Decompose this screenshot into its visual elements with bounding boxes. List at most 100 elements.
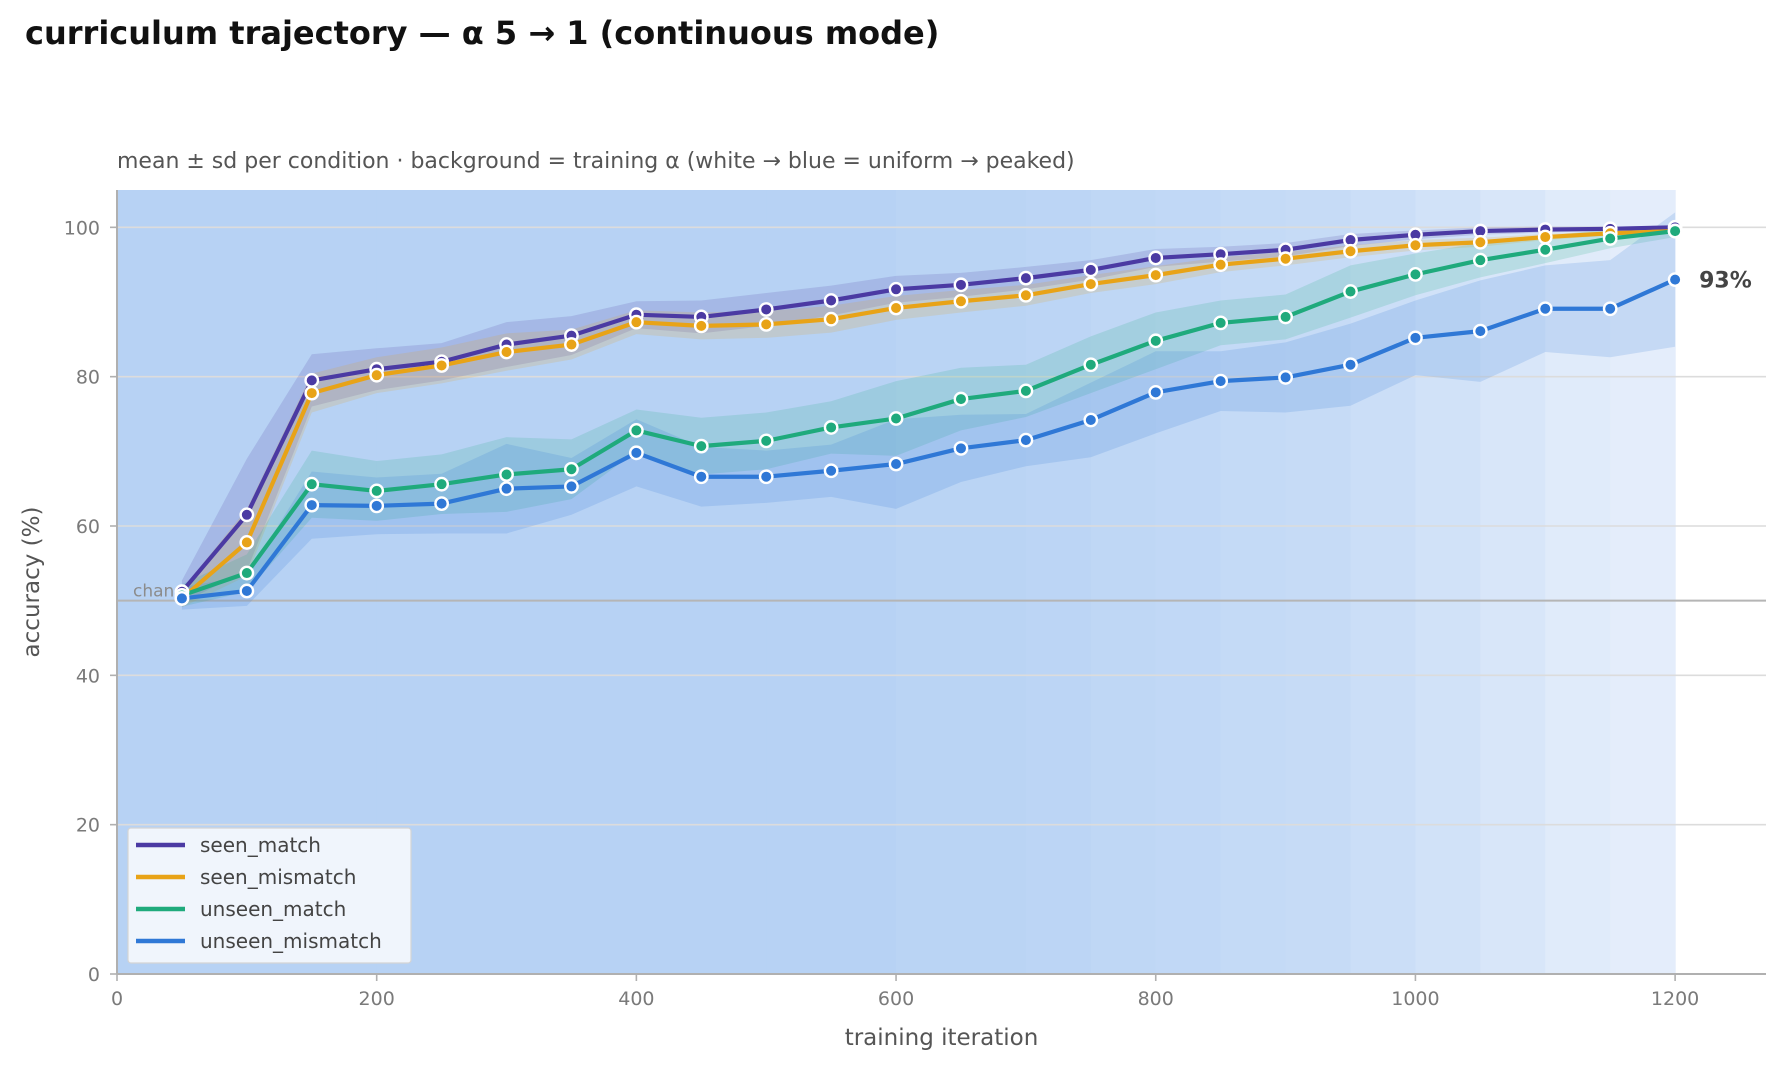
legend-label: unseen_mismatch bbox=[200, 929, 382, 953]
unseen_match-sd-band bbox=[181, 225, 1676, 607]
x-axis-label: training iteration bbox=[845, 1025, 1039, 1051]
y-tick-label: 40 bbox=[76, 665, 100, 687]
chart-title: curriculum trajectory — α 5 → 1 (continu… bbox=[25, 14, 940, 52]
series-points bbox=[174, 219, 1683, 606]
y-tick-label: 20 bbox=[76, 815, 100, 837]
alpha-bg-segment bbox=[1025, 190, 1092, 974]
seen_mismatch-point bbox=[369, 367, 385, 383]
axis-text: chance 93% 0 200 400 600 800 1000 1200 0 20 40 60 80 1… bbox=[19, 149, 1752, 1051]
x-tick-label: 800 bbox=[1138, 988, 1174, 1010]
unseen_mismatch-point bbox=[953, 440, 969, 456]
seen_mismatch-point bbox=[693, 318, 709, 334]
alpha-bg-segment bbox=[1415, 190, 1481, 974]
legend-label: seen_mismatch bbox=[200, 865, 356, 889]
unseen_match-point bbox=[1408, 266, 1423, 282]
unseen_match-point bbox=[1667, 223, 1683, 239]
alpha-bg-segment bbox=[701, 190, 767, 974]
unseen_mismatch-point bbox=[239, 583, 255, 599]
seen_mismatch-point bbox=[628, 314, 644, 330]
unseen_match-point bbox=[628, 423, 644, 438]
unseen_mismatch-point bbox=[369, 498, 385, 514]
seen_mismatch-line bbox=[179, 228, 1678, 601]
alpha-bg-segment bbox=[571, 190, 637, 974]
legend-label: unseen_match bbox=[200, 897, 346, 921]
alpha-bg-segment bbox=[636, 190, 702, 974]
unseen_match-point bbox=[304, 476, 320, 492]
unseen_match-point bbox=[1018, 383, 1034, 399]
unseen_mismatch-point bbox=[1278, 370, 1293, 385]
unseen_match-point bbox=[693, 438, 709, 454]
unseen_match-point bbox=[369, 483, 385, 499]
alpha-bg-segment bbox=[506, 190, 573, 974]
y-tick-label: 60 bbox=[76, 516, 100, 538]
unseen_mismatch-point bbox=[174, 591, 190, 606]
x-tick-label: 400 bbox=[618, 988, 654, 1010]
alpha-bg-segment bbox=[1090, 190, 1157, 974]
seen_mismatch-point bbox=[1537, 229, 1553, 245]
seen_mismatch-point bbox=[758, 316, 774, 332]
x-tick-label: 0 bbox=[111, 988, 123, 1010]
unseen_match-point bbox=[1472, 252, 1488, 268]
alpha-bg-segment bbox=[896, 190, 962, 974]
alpha-bg-segment bbox=[1285, 190, 1352, 974]
y-axis-label: accuracy (%) bbox=[19, 507, 45, 658]
unseen_match-point bbox=[1278, 309, 1293, 325]
x-tick-label: 1200 bbox=[1651, 988, 1699, 1010]
unseen_match-point bbox=[1213, 315, 1229, 331]
seen_match-point bbox=[758, 302, 774, 317]
series-lines bbox=[179, 225, 1678, 601]
legend-label: seen_match bbox=[200, 833, 321, 857]
seen_match-point bbox=[953, 277, 969, 293]
unseen_mismatch-point bbox=[693, 469, 709, 485]
alpha-bg-segment bbox=[831, 190, 897, 974]
unseen_match-point bbox=[1537, 242, 1553, 258]
unseen_match-point bbox=[239, 565, 255, 581]
unseen_match-point bbox=[1343, 284, 1358, 299]
seen_match-point bbox=[1083, 262, 1099, 278]
unseen_match-point bbox=[823, 420, 839, 435]
seen_mismatch-point bbox=[434, 358, 450, 373]
unseen_mismatch-point bbox=[888, 456, 904, 472]
unseen_mismatch-sd-band bbox=[181, 212, 1676, 610]
unseen_match-line bbox=[179, 228, 1678, 598]
alpha-bg-segment bbox=[441, 190, 508, 974]
unseen_match-point bbox=[1083, 357, 1099, 373]
unseen_mismatch-point bbox=[1602, 301, 1618, 317]
unseen_mismatch-point bbox=[1408, 330, 1423, 346]
seen_mismatch-point bbox=[953, 293, 969, 309]
axes bbox=[110, 190, 1766, 981]
unseen_mismatch-point bbox=[304, 497, 320, 513]
alpha-bg-segment bbox=[1545, 190, 1611, 974]
unseen_mismatch-point bbox=[823, 463, 839, 479]
seen_mismatch-point bbox=[1408, 237, 1423, 253]
unseen_mismatch-point bbox=[434, 496, 450, 511]
end-value-annotation: 93% bbox=[1699, 269, 1752, 294]
seen_match-sd-band bbox=[181, 225, 1676, 603]
y-tick-label: 100 bbox=[64, 217, 100, 239]
unseen_match-point bbox=[1602, 231, 1618, 246]
chart-subtitle: mean ± sd per condition · background = t… bbox=[117, 149, 1075, 174]
unseen_match-point bbox=[434, 476, 450, 492]
legend: seen_match seen_mismatch unseen_matchunsee… bbox=[127, 827, 412, 964]
unseen_mismatch-point bbox=[628, 445, 644, 461]
unseen_mismatch-point bbox=[564, 479, 579, 494]
unseen_match-point bbox=[888, 411, 904, 426]
unseen_mismatch-point bbox=[1018, 432, 1034, 448]
gridlines bbox=[117, 226, 1766, 826]
unseen_mismatch-point bbox=[758, 469, 774, 485]
legend-box bbox=[127, 827, 412, 964]
seen_mismatch-point bbox=[564, 337, 579, 352]
seen_mismatch-point bbox=[1018, 287, 1034, 303]
seen_match-point bbox=[304, 372, 320, 388]
seen_mismatch-point bbox=[1343, 243, 1358, 259]
seen_mismatch-point bbox=[304, 385, 320, 401]
y-tick-label: 80 bbox=[76, 367, 100, 389]
x-tick-label: 200 bbox=[359, 988, 395, 1010]
seen_match-point bbox=[823, 293, 839, 308]
unseen_match-point bbox=[1148, 333, 1164, 349]
seen_mismatch-point bbox=[1148, 267, 1164, 283]
x-tick-label: 600 bbox=[878, 988, 914, 1010]
unseen_mismatch-point bbox=[1213, 373, 1229, 389]
unseen_match-point bbox=[953, 391, 969, 407]
seen_mismatch-point bbox=[823, 311, 839, 327]
